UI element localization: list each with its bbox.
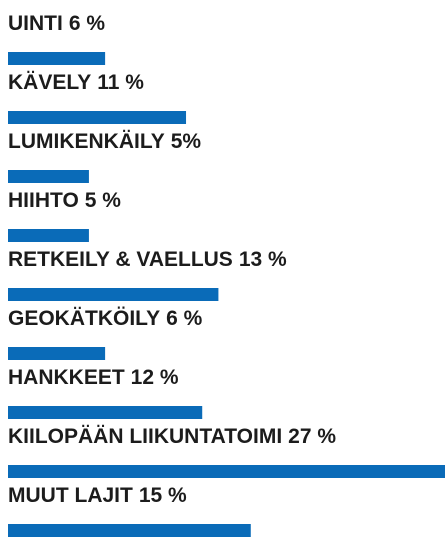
bar [8,111,187,124]
value-label: 5 % [85,189,122,212]
category-label: KÄVELY [8,71,91,94]
bar [8,524,251,537]
bar-label: HIIHTO 5 % [8,189,121,212]
bar [8,347,106,360]
bar-label: HANKKEET 12 % [8,366,179,389]
value-label: 12 % [131,366,179,389]
value-label: 6 % [166,307,203,330]
bar-label: GEOKÄTKÖILY 6 % [8,307,203,330]
value-label: 6 % [69,12,106,35]
category-label: RETKEILY & VAELLUS [8,248,233,271]
category-label: GEOKÄTKÖILY [8,307,160,330]
bar [8,288,219,301]
value-label: 27 % [288,425,336,448]
category-label: LUMIKENKÄILY [8,130,165,153]
value-label: 11 % [97,71,144,94]
bar-label: RETKEILY & VAELLUS 13 % [8,248,287,271]
bar [8,170,89,183]
bar-label: UINTI 6 % [8,12,105,35]
bar-label: LUMIKENKÄILY 5% [8,130,201,153]
bar-label: MUUT LAJIT 15 % [8,484,187,507]
bar [8,229,89,242]
category-label: MUUT LAJIT [8,484,133,507]
bar [8,406,203,419]
bar-label: KIILOPÄÄN LIIKUNTATOIMI 27 % [8,425,336,448]
category-label: UINTI [8,12,63,35]
value-label: 5% [171,130,202,153]
category-label: HANKKEET [8,366,125,389]
category-label: KIILOPÄÄN LIIKUNTATOIMI [8,425,282,448]
value-label: 13 % [239,248,287,271]
bar [8,52,106,65]
bar-label: KÄVELY 11 % [8,71,144,94]
bar [8,465,445,478]
value-label: 15 % [139,484,187,507]
category-label: HIIHTO [8,189,79,212]
